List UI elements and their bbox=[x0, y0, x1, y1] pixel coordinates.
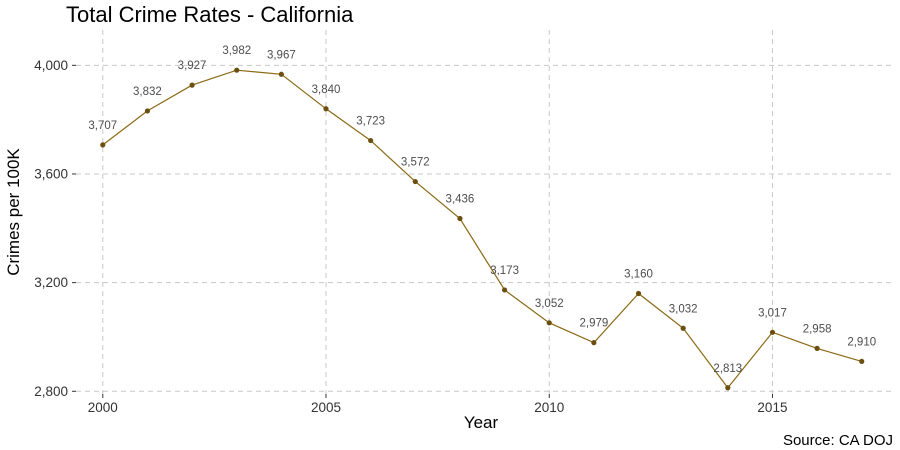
data-label: 3,032 bbox=[669, 303, 698, 315]
data-label: 3,723 bbox=[356, 116, 385, 128]
x-axis-title: Year bbox=[464, 413, 499, 432]
data-label: 3,052 bbox=[535, 298, 564, 310]
data-label: 3,967 bbox=[267, 49, 296, 61]
data-label: 3,173 bbox=[490, 265, 519, 277]
data-label: 3,840 bbox=[312, 84, 341, 96]
data-point bbox=[144, 108, 151, 114]
data-label: 2,958 bbox=[803, 323, 832, 335]
y-tick-label: 3,200 bbox=[34, 275, 68, 290]
data-label: 3,572 bbox=[401, 157, 430, 169]
data-point bbox=[859, 358, 865, 365]
data-label: 3,436 bbox=[446, 194, 475, 206]
y-tick-label: 3,600 bbox=[34, 166, 68, 181]
data-point bbox=[278, 71, 284, 77]
source-caption: Source: CA DOJ bbox=[783, 432, 893, 449]
x-tick-label: 2000 bbox=[88, 400, 118, 415]
y-axis-title: Crimes per 100K bbox=[4, 148, 23, 276]
data-label: 3,707 bbox=[88, 120, 117, 132]
chart-title: Total Crime Rates - California bbox=[66, 2, 354, 27]
data-point bbox=[100, 142, 106, 148]
data-point bbox=[501, 287, 508, 293]
grid-lines bbox=[76, 30, 893, 394]
data-point bbox=[680, 325, 686, 331]
y-tick-label: 2,800 bbox=[34, 384, 68, 399]
data-point bbox=[814, 345, 820, 351]
y-tick-label: 4,000 bbox=[34, 58, 68, 73]
data-point bbox=[368, 137, 374, 144]
data-label: 3,832 bbox=[133, 86, 162, 98]
data-label: 3,982 bbox=[222, 45, 251, 57]
data-label: 2,979 bbox=[579, 318, 608, 330]
data-point bbox=[635, 290, 642, 297]
series-total-crime bbox=[100, 67, 865, 391]
series-line bbox=[102, 69, 862, 389]
data-label: 3,017 bbox=[758, 307, 787, 319]
data-point bbox=[189, 82, 195, 88]
axes: 2,800 3,200 3,600 4,000 2000 2005 2010 2015 bbox=[34, 58, 787, 415]
data-point bbox=[725, 385, 731, 391]
x-tick-label: 2015 bbox=[757, 400, 787, 415]
data-label: 3,927 bbox=[178, 60, 207, 72]
data-labels: 3,707 3,832 3,927 3,982 3,967 3,840 3,723 3,572… bbox=[88, 45, 876, 375]
data-point bbox=[234, 67, 240, 73]
data-point bbox=[457, 215, 463, 222]
data-label: 2,813 bbox=[713, 363, 742, 375]
data-point bbox=[412, 178, 418, 185]
data-label: 3,160 bbox=[624, 268, 653, 280]
data-point bbox=[546, 320, 552, 326]
data-point bbox=[769, 329, 776, 335]
data-label: 2,910 bbox=[847, 336, 876, 348]
x-tick-label: 2005 bbox=[311, 400, 341, 415]
data-point bbox=[323, 106, 329, 112]
x-tick-label: 2010 bbox=[534, 400, 564, 415]
data-point bbox=[591, 340, 597, 346]
